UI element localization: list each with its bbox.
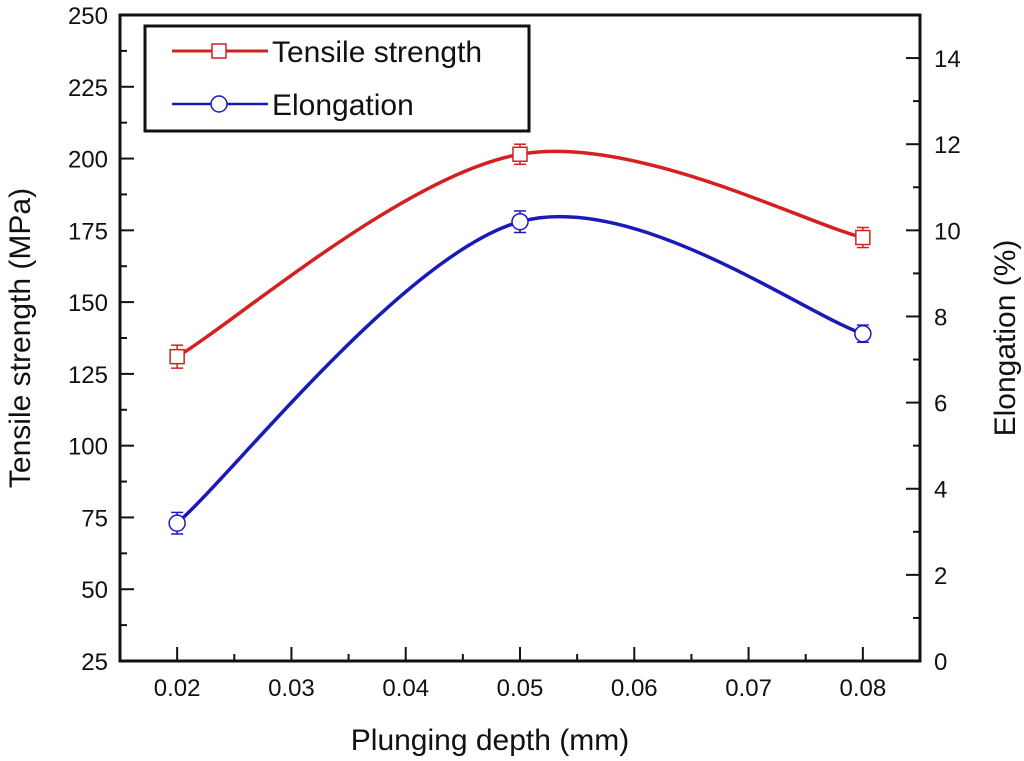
x-axis-title: Plunging depth (mm): [351, 724, 629, 757]
series-line-tensile-strength: [176, 149, 864, 359]
data-point: [512, 146, 528, 162]
y2-tick-label: 8: [934, 304, 947, 331]
y2-tick-label: 0: [934, 649, 947, 676]
legend-label-tensile-strength: Tensile strength: [272, 36, 482, 69]
legend-item-elongation: Elongation: [172, 89, 414, 122]
y2-tick-label: 10: [934, 218, 961, 245]
series-elongation: [168, 210, 872, 535]
y-tick-label: 200: [68, 147, 108, 174]
data-point: [169, 348, 185, 365]
y2-tick-label: 14: [934, 46, 961, 73]
y2-tick-label: 2: [934, 563, 947, 590]
x-tick-label: 0.05: [497, 675, 544, 702]
y-axis-left-title: Tensile strength (MPa): [4, 188, 37, 488]
series-tensile-strength: [169, 143, 871, 369]
square-marker-icon: [211, 43, 227, 59]
y-tick-label: 175: [68, 218, 108, 245]
y-tick-label: 50: [81, 577, 108, 604]
x-tick-label: 0.03: [268, 675, 315, 702]
x-tick-label: 0.08: [839, 675, 886, 702]
series-line-elongation: [175, 214, 864, 525]
y2-tick-label: 12: [934, 132, 961, 159]
data-point: [855, 229, 871, 246]
x-tick-label: 0.02: [154, 675, 201, 702]
y-tick-label: 225: [68, 75, 108, 102]
x-axis: 0.02 0.03 0.04 0.05 0.06 0.07 0.08: [154, 647, 886, 702]
y-tick-label: 150: [68, 290, 108, 317]
series-layer: [168, 143, 872, 535]
data-point: [854, 324, 872, 343]
legend-item-tensile-strength: Tensile strength: [172, 36, 482, 69]
y-tick-label: 25: [81, 649, 108, 676]
x-tick-label: 0.04: [382, 675, 429, 702]
data-point: [511, 212, 529, 231]
y-tick-label: 250: [68, 3, 108, 30]
y-tick-label: 125: [68, 362, 108, 389]
y-axis-right: 0 2 4 6 8 10 12 14: [906, 46, 961, 676]
circle-marker-icon: [210, 95, 228, 113]
y-axis-right-title: Elongation (%): [989, 240, 1022, 437]
y-tick-label: 100: [68, 434, 108, 461]
y2-tick-label: 4: [934, 477, 947, 504]
y-axis-left: 25 50 75 100 125 150 175 200 225 250: [68, 3, 134, 676]
y-tick-label: 75: [81, 505, 108, 532]
legend-label-elongation: Elongation: [272, 89, 414, 122]
x-tick-label: 0.06: [611, 675, 658, 702]
y2-tick-label: 6: [934, 391, 947, 418]
x-tick-label: 0.07: [725, 675, 772, 702]
data-point: [168, 514, 186, 532]
legend-box: [143, 24, 531, 133]
legend: Tensile strength Elongation: [143, 24, 531, 133]
